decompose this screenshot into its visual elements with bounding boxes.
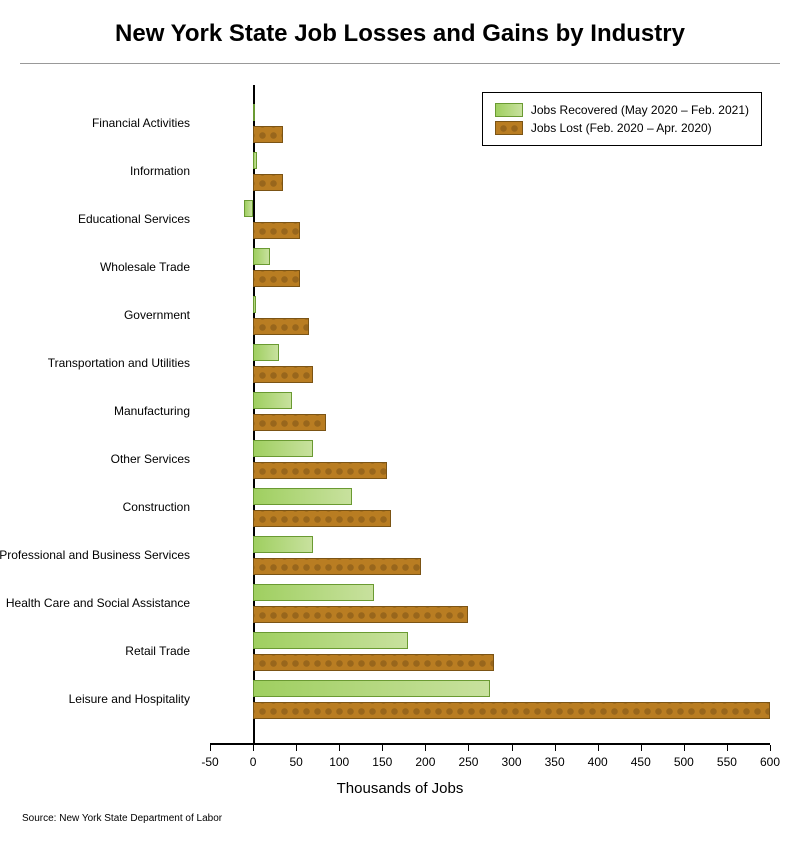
category-label: Other Services [111, 452, 190, 466]
x-tick [296, 745, 297, 751]
category-label: Health Care and Social Assistance [6, 596, 190, 610]
bar-lost [253, 174, 283, 191]
bar-lost [253, 606, 468, 623]
category-label: Transportation and Utilities [48, 356, 190, 370]
legend-swatch-lost [495, 121, 523, 135]
x-tick [598, 745, 599, 751]
x-tick-label: -50 [201, 755, 218, 769]
category-label: Manufacturing [114, 404, 190, 418]
x-tick [210, 745, 211, 751]
bar-recovered [253, 392, 292, 409]
category-label: Government [124, 308, 190, 322]
bar-recovered [253, 584, 374, 601]
bar-lost [253, 318, 309, 335]
x-tick-label: 500 [674, 755, 694, 769]
x-tick-label: 600 [760, 755, 780, 769]
x-tick [425, 745, 426, 751]
x-tick-label: 100 [329, 755, 349, 769]
x-tick-label: 300 [502, 755, 522, 769]
legend-label-recovered: Jobs Recovered (May 2020 – Feb. 2021) [531, 103, 749, 117]
legend-row-recovered: Jobs Recovered (May 2020 – Feb. 2021) [495, 101, 749, 119]
x-axis-title: Thousands of Jobs [0, 780, 800, 797]
bar-recovered [253, 104, 255, 121]
x-tick [727, 745, 728, 751]
x-tick-label: 0 [250, 755, 257, 769]
bar-lost [253, 126, 283, 143]
x-tick-label: 150 [372, 755, 392, 769]
legend: Jobs Recovered (May 2020 – Feb. 2021) Jo… [482, 92, 762, 146]
x-tick-label: 250 [458, 755, 478, 769]
legend-label-lost: Jobs Lost (Feb. 2020 – Apr. 2020) [531, 121, 712, 135]
category-label: Wholesale Trade [100, 260, 190, 274]
legend-row-lost: Jobs Lost (Feb. 2020 – Apr. 2020) [495, 119, 749, 137]
bar-lost [253, 222, 300, 239]
bar-lost [253, 366, 313, 383]
bar-recovered [253, 248, 270, 265]
x-tick [641, 745, 642, 751]
x-tick-label: 400 [588, 755, 608, 769]
category-label: Leisure and Hospitality [69, 692, 190, 706]
x-tick-label: 550 [717, 755, 737, 769]
x-axis: -50050100150200250300350400450500550600 [210, 745, 770, 785]
source-text: Source: New York State Department of Lab… [22, 813, 222, 824]
title-divider [20, 63, 780, 64]
bar-recovered [253, 440, 313, 457]
bar-lost [253, 270, 300, 287]
x-tick [339, 745, 340, 751]
bar-recovered [244, 200, 253, 217]
bar-recovered [253, 488, 352, 505]
x-tick [684, 745, 685, 751]
bar-lost [253, 558, 421, 575]
bar-recovered [253, 344, 279, 361]
bar-recovered [253, 680, 490, 697]
chart-title: New York State Job Losses and Gains by I… [0, 0, 800, 63]
bar-recovered [253, 632, 408, 649]
x-tick [468, 745, 469, 751]
bar-lost [253, 414, 326, 431]
chart-container: New York State Job Losses and Gains by I… [0, 0, 800, 850]
category-label: Construction [123, 500, 190, 514]
x-tick [555, 745, 556, 751]
x-tick [382, 745, 383, 751]
bar-lost [253, 654, 494, 671]
bar-recovered [253, 152, 257, 169]
legend-swatch-recovered [495, 103, 523, 117]
bar-lost [253, 462, 387, 479]
category-label: Information [130, 164, 190, 178]
plot-area [210, 85, 770, 745]
category-label: Professional and Business Services [0, 548, 190, 562]
bar-lost [253, 510, 391, 527]
x-tick-label: 200 [415, 755, 435, 769]
x-tick [770, 745, 771, 751]
bar-recovered [253, 296, 256, 313]
x-tick-label: 50 [289, 755, 302, 769]
category-label: Financial Activities [92, 116, 190, 130]
x-tick [253, 745, 254, 751]
y-axis-labels: Financial Activities Information Education… [0, 85, 200, 745]
category-label: Retail Trade [125, 644, 190, 658]
x-tick [512, 745, 513, 751]
x-tick-label: 450 [631, 755, 651, 769]
category-label: Educational Services [78, 212, 190, 226]
x-tick-label: 350 [545, 755, 565, 769]
bar-lost [253, 702, 770, 719]
bar-recovered [253, 536, 313, 553]
